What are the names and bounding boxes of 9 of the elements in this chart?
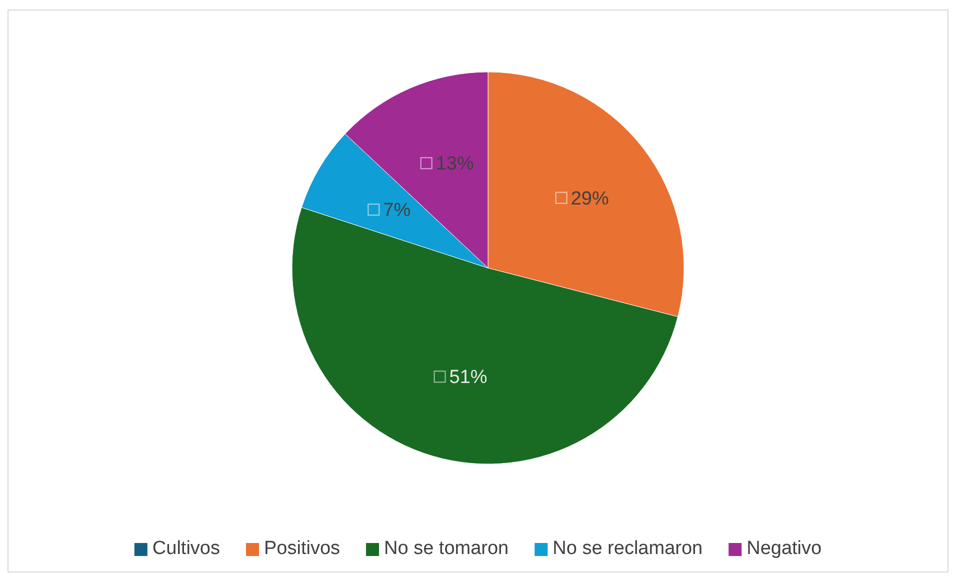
- legend-label: No se reclamaron: [552, 538, 703, 559]
- data-label: 7%: [383, 200, 411, 222]
- legend-label: No se tomaron: [384, 538, 509, 559]
- data-label: 29%: [570, 188, 609, 210]
- legend-label: Positivos: [264, 538, 340, 559]
- legend-label: Cultivos: [152, 538, 220, 559]
- data-label: 51%: [449, 367, 488, 388]
- legend-label: Negativo: [746, 538, 822, 559]
- data-label: 13%: [436, 154, 474, 175]
